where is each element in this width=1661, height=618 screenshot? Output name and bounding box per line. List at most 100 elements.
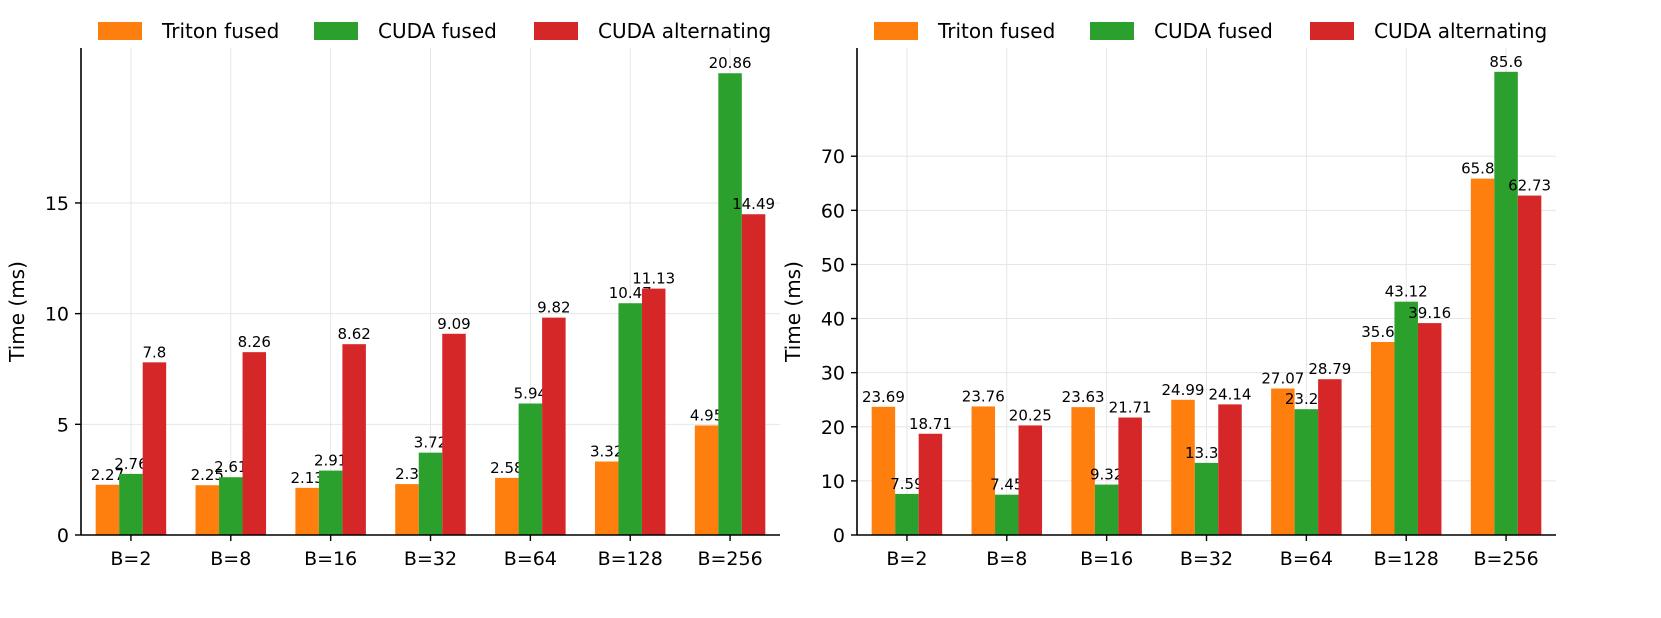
- bar: [995, 494, 1019, 535]
- legend-item: Triton fused: [98, 19, 279, 43]
- bar-value-label: 43.12: [1385, 283, 1428, 301]
- legend-item: CUDA fused: [314, 19, 497, 43]
- bar: [1370, 341, 1395, 535]
- x-tick-label: B=16: [304, 548, 357, 570]
- series-triton-fused: 23.69 23.76 23.63 24.99 27.07 35.67 65.86: [862, 160, 1504, 536]
- bar-value-label: 39.16: [1408, 304, 1451, 322]
- bar-value-label: 9.32: [1090, 466, 1123, 484]
- legend-label: Triton fused: [937, 19, 1055, 43]
- bar: [895, 493, 919, 535]
- y-axis-title: Time (ms): [5, 261, 29, 363]
- legend-swatch: [1090, 22, 1134, 40]
- x-tick-label: B=16: [1080, 548, 1133, 570]
- y-tick-label: 40: [821, 309, 845, 331]
- x-tick-label: B=8: [986, 548, 1027, 570]
- bar: [1118, 417, 1142, 535]
- bar-value-label: 62.73: [1508, 177, 1551, 195]
- bar-value-label: 35.67: [1361, 323, 1404, 341]
- x-tick-label: B=2: [110, 548, 151, 570]
- y-tick-label: 5: [57, 414, 69, 436]
- bar-value-label: 4.95: [690, 406, 723, 424]
- x-tick-label: B=32: [404, 548, 457, 570]
- x-tick-label: B=256: [697, 548, 762, 570]
- bar-value-label: 9.09: [437, 315, 470, 333]
- y-tick-label: 60: [821, 200, 845, 222]
- bar: [142, 362, 167, 535]
- x-tick-label: B=64: [504, 548, 557, 570]
- bar-value-label: 3.32: [590, 443, 623, 461]
- y-tick-label: 0: [833, 525, 845, 547]
- bar-value-label: 20.25: [1009, 406, 1052, 424]
- bar: [219, 477, 243, 535]
- bar-value-label: 18.71: [909, 415, 952, 433]
- bar-value-label: 24.99: [1162, 381, 1205, 399]
- bar: [694, 425, 719, 535]
- bar: [342, 344, 366, 535]
- y-tick-label: 10: [45, 304, 69, 326]
- legend-swatch: [534, 22, 578, 40]
- bar-value-label: 20.86: [709, 54, 752, 72]
- bar: [395, 484, 419, 535]
- bar-value-label: 9.82: [537, 299, 570, 317]
- bar: [1194, 462, 1219, 535]
- bar-value-label: 85.6: [1489, 53, 1522, 71]
- legend: Triton fused CUDA fused CUDA alternating: [98, 19, 771, 43]
- bar-value-label: 21.71: [1109, 399, 1152, 417]
- bar: [594, 461, 619, 535]
- bar-value-label: 2.27: [91, 466, 124, 484]
- bar-value-label: 10.47: [609, 284, 652, 302]
- bar: [1394, 301, 1418, 535]
- bar-value-label: 7.45: [990, 476, 1023, 494]
- legend-item: CUDA alternating: [1310, 19, 1547, 43]
- bar-value-label: 2.61: [214, 458, 247, 476]
- bar: [1018, 425, 1043, 535]
- bar-value-label: 23.63: [1062, 388, 1105, 406]
- legend-item: CUDA alternating: [534, 19, 771, 43]
- bar: [418, 452, 443, 535]
- bar-value-label: 24.14: [1209, 385, 1252, 403]
- y-tick-label: 10: [821, 471, 845, 493]
- x-tick-label: B=64: [1280, 548, 1333, 570]
- bar-value-label: 23.76: [962, 387, 1005, 405]
- bar-value-label: 8.26: [238, 333, 271, 351]
- series-cuda-alternating: 18.71 20.25 21.71 24.14 28.79 39.16 62.73: [909, 177, 1551, 535]
- bar: [871, 406, 896, 535]
- bar: [318, 470, 343, 535]
- bar-value-label: 23.69: [862, 388, 905, 406]
- y-tick-label: 50: [821, 254, 845, 276]
- bar: [1417, 323, 1442, 535]
- bar-value-label: 65.86: [1461, 160, 1504, 178]
- bar: [741, 214, 766, 536]
- bar: [95, 484, 120, 535]
- bar-value-label: 28.79: [1308, 360, 1351, 378]
- legend-swatch: [314, 22, 358, 40]
- bar: [1470, 178, 1495, 536]
- series-cuda-fused: 7.59 7.45 9.32 13.33 23.25 43.12 85.6: [890, 53, 1523, 535]
- legend-swatch: [874, 22, 918, 40]
- bar: [442, 333, 466, 535]
- legend-swatch: [1310, 22, 1354, 40]
- x-tick-label: B=128: [598, 548, 663, 570]
- bar: [1494, 71, 1518, 535]
- bar-value-label: 2.58: [490, 459, 523, 477]
- bar: [1271, 388, 1295, 535]
- legend-item: CUDA fused: [1090, 19, 1273, 43]
- bar: [718, 73, 742, 536]
- bar: [971, 406, 996, 535]
- legend-label: CUDA fused: [378, 19, 497, 43]
- y-tick-label: 30: [821, 363, 845, 385]
- bar-value-label: 2.25: [191, 466, 224, 484]
- bar-value-label: 7.8: [142, 343, 166, 361]
- y-tick-label: 70: [821, 146, 845, 168]
- legend-swatch: [98, 22, 142, 40]
- bar: [295, 487, 319, 535]
- bar-value-label: 2.13: [290, 469, 323, 487]
- bar: [119, 473, 143, 535]
- y-tick-label: 20: [821, 417, 845, 439]
- x-tick-label: B=256: [1473, 548, 1538, 570]
- bar: [242, 352, 267, 535]
- series-cuda-fused: 2.76 2.61 2.91 3.72 5.94 10.47 20.86: [114, 54, 752, 536]
- bar: [618, 303, 642, 535]
